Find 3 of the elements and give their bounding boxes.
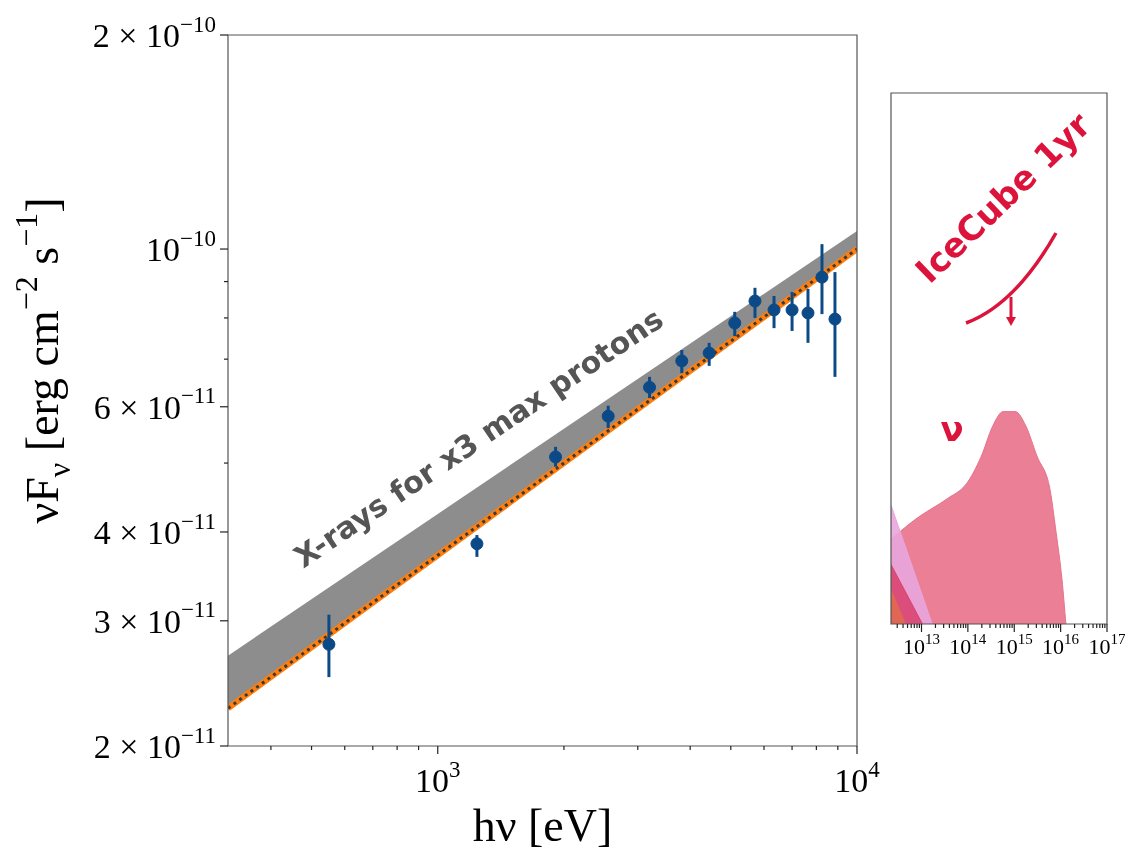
annotation: ν [940,408,964,449]
x-axis-title: hν [eV] [472,800,613,851]
y-axis-title: νFν [erg cm−2 s−1] [8,197,77,524]
